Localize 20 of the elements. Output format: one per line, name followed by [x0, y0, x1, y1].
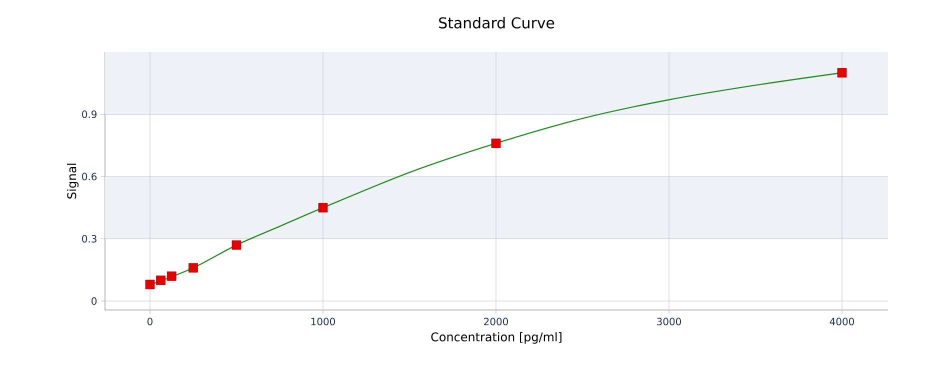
- x-tick-label: 4000: [830, 318, 854, 326]
- x-tick-label: 0: [147, 318, 152, 326]
- x-tick-label: 2000: [484, 318, 508, 326]
- y-tick-label: 0.3: [82, 235, 96, 243]
- y-tick-label: 0.6: [82, 172, 97, 180]
- point: [188, 263, 198, 273]
- x-tick-label: 1000: [311, 318, 336, 326]
- x-axis-title: Concentration [pg/ml]: [431, 332, 562, 344]
- point: [156, 276, 166, 285]
- point: [166, 271, 176, 281]
- chart-title: Standard Curve: [439, 16, 554, 29]
- x-tick-label: 3000: [657, 318, 682, 326]
- point: [837, 68, 847, 78]
- point: [145, 280, 155, 290]
- y-tick-label: 0: [92, 297, 97, 305]
- y-axis-title: Signal: [66, 164, 79, 199]
- point: [318, 202, 328, 212]
- point: [491, 138, 501, 148]
- point: [232, 240, 242, 250]
- y-tick-label: 0.9: [82, 110, 97, 118]
